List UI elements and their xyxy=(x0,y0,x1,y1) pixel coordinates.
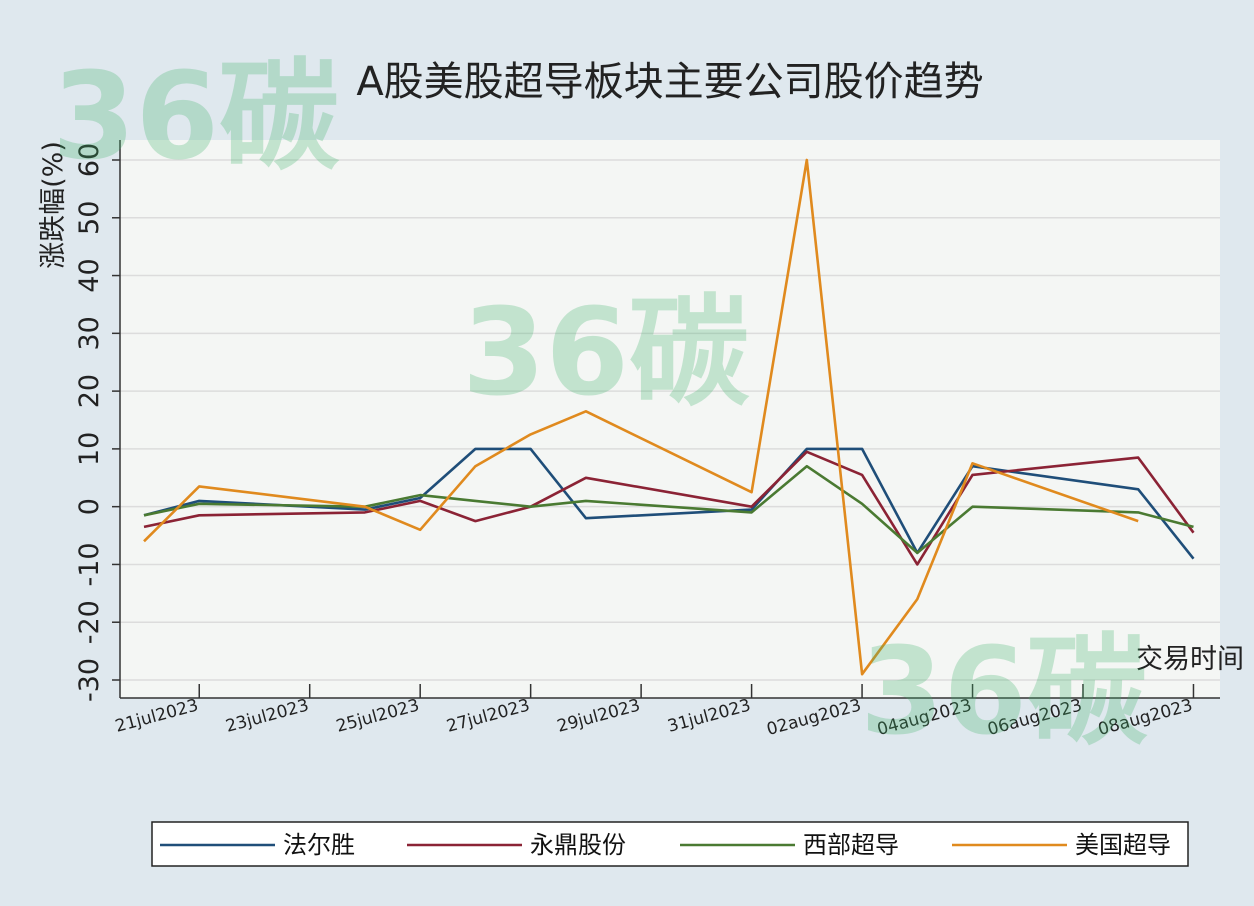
series-line-3 xyxy=(143,464,1194,555)
y-tick-label: 0 xyxy=(74,498,105,515)
x-tick-label: 25jul2023 xyxy=(334,696,421,737)
series-line-1 xyxy=(143,447,1195,560)
x-tick-label: 27jul2023 xyxy=(445,696,532,737)
svg-text:36碳: 36碳 xyxy=(52,48,340,187)
grid xyxy=(120,159,1220,681)
svg-text:36碳: 36碳 xyxy=(462,284,750,423)
chart-title: A股美股超导板块主要公司股价趋势 xyxy=(356,59,983,105)
y-tick-label: 20 xyxy=(74,374,105,408)
x-tick-label: 23jul2023 xyxy=(224,696,311,737)
x-tick-label: 31jul2023 xyxy=(665,696,752,737)
y-tick-label: 10 xyxy=(74,432,105,466)
y-ticks: -30 -20 -10 0 10 20 30 40 50 60 xyxy=(74,143,120,702)
legend-label: 美国超导 xyxy=(1075,831,1171,859)
x-tick-label: 02aug2023 xyxy=(765,696,864,740)
svg-text:36碳: 36碳 xyxy=(860,623,1148,762)
series-lines xyxy=(143,158,1195,676)
y-tick-label: -10 xyxy=(74,542,105,586)
plot-area xyxy=(120,140,1220,698)
y-tick-label: -30 xyxy=(74,658,105,702)
watermark-logo: 36碳 36碳 36碳 xyxy=(52,48,1148,762)
y-tick-label: 40 xyxy=(74,258,105,292)
x-tick-label: 21jul2023 xyxy=(113,696,200,737)
y-tick-label: 50 xyxy=(74,201,105,235)
x-tick-label: 29jul2023 xyxy=(555,696,642,737)
y-tick-label: 60 xyxy=(74,143,105,177)
x-axis-label: 交易时间 xyxy=(1136,644,1244,675)
y-tick-label: 30 xyxy=(74,316,105,350)
legend-label: 永鼎股份 xyxy=(530,831,626,859)
y-axis-label: 涨跌幅(%) xyxy=(38,141,69,269)
y-tick-label: -20 xyxy=(74,600,105,644)
legend: 法尔胜 永鼎股份 西部超导 美国超导 xyxy=(151,821,1189,867)
legend-label: 西部超导 xyxy=(803,831,899,859)
legend-label: 法尔胜 xyxy=(283,831,355,859)
series-line-4 xyxy=(143,158,1139,676)
